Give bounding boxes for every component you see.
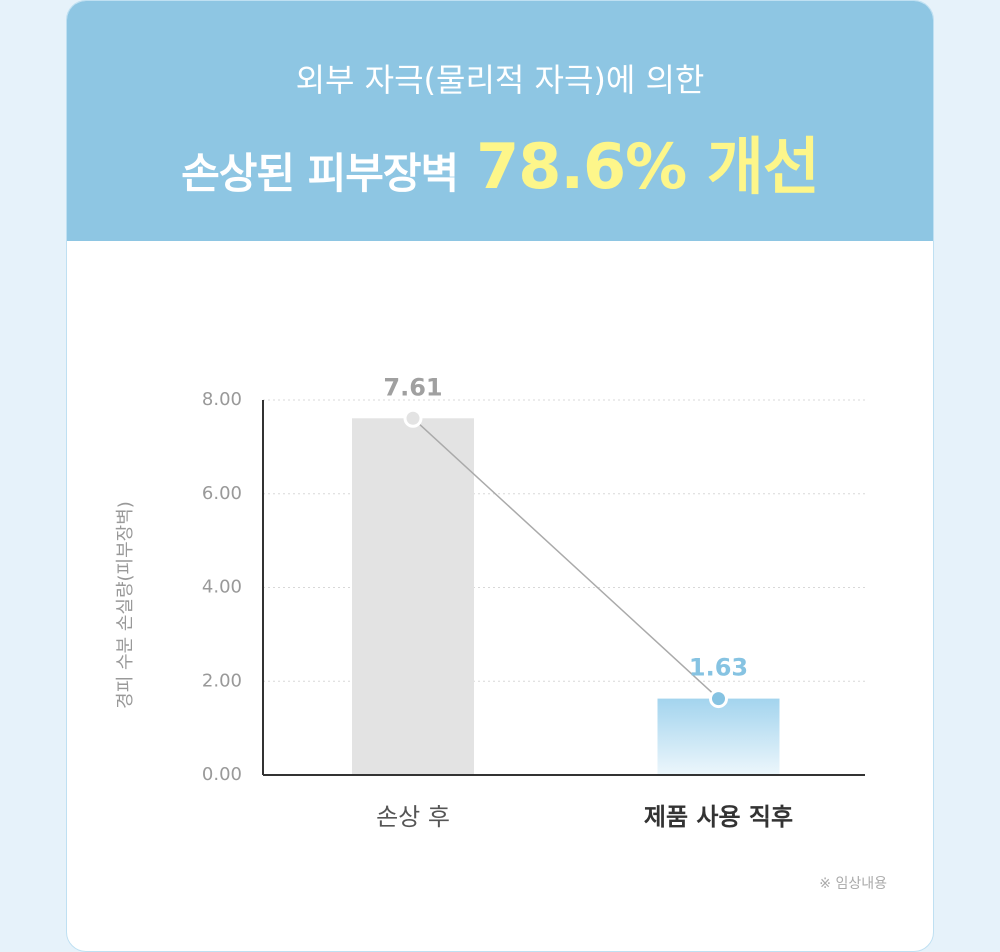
y-tick-label: 2.00 — [202, 670, 242, 691]
title-text: 손상된 피부장벽 — [181, 149, 459, 198]
y-tick-label: 6.00 — [202, 483, 242, 504]
y-tick-label: 4.00 — [202, 577, 242, 598]
title-line: 외부 자극(물리적 자극)에 의한 — [295, 61, 705, 99]
value-label: 7.61 — [383, 373, 442, 401]
header: 외부 자극(물리적 자극)에 의한 손상된 피부장벽 78.6% 개선 — [67, 1, 933, 241]
x-tick-label: 제품 사용 직후 — [644, 803, 793, 831]
bar — [657, 698, 780, 775]
y-axis-label: 경피 수분 손실량(피부장벽) — [115, 501, 136, 709]
value-label: 1.63 — [689, 654, 748, 682]
title-main: 손상된 피부장벽 78.6% 개선 — [67, 116, 933, 206]
marker — [709, 689, 728, 709]
y-tick-label: 8.00 — [202, 389, 242, 410]
bar — [352, 418, 474, 775]
note: ※ 임상내용 — [819, 876, 887, 892]
marker — [403, 408, 423, 428]
title-highlight: 78.6% 개선 — [476, 130, 820, 203]
y-tick-label: 0.00 — [202, 764, 242, 785]
connector — [412, 417, 720, 700]
x-tick-label: 손상 후 — [376, 803, 450, 831]
card: 외부 자극(물리적 자극)에 의한 손상된 피부장벽 78.6% 개선 — [66, 0, 934, 952]
